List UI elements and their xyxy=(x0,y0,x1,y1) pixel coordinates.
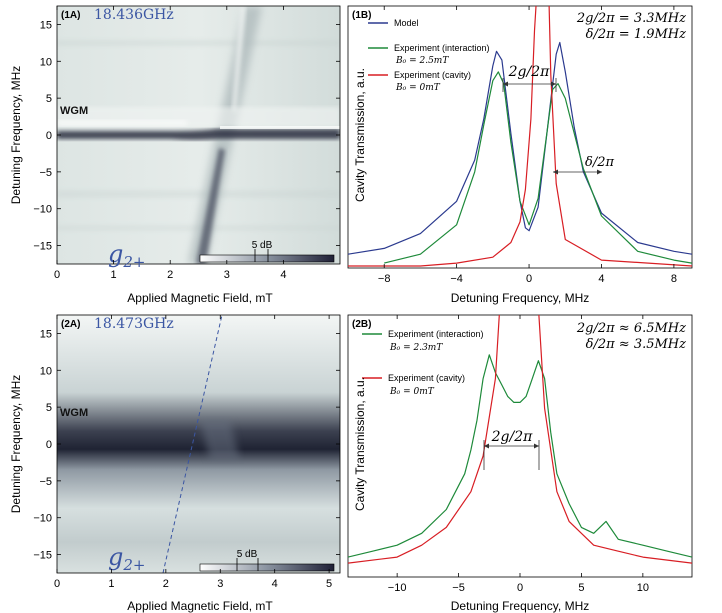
y-tick-label: 5 xyxy=(46,93,52,105)
x-axis-label-2B: Detuning Frequency, MHz xyxy=(451,599,590,613)
x-tick-label: 4 xyxy=(280,269,286,281)
y-axis-label-1B: Cavity Transmission, a.u. xyxy=(353,68,367,202)
series-line xyxy=(384,71,692,264)
y-axis-label-2B: Cavity Transmission, a.u. xyxy=(353,377,367,511)
x-axis-label-1B: Detuning Frequency, MHz xyxy=(451,291,590,305)
x-axis-label-1A: Applied Magnetic Field, mT xyxy=(127,291,273,305)
frequency-label-1A: 18.436GHz xyxy=(94,7,174,23)
x-tick-label: −8 xyxy=(378,273,391,285)
x-tick-label: 0 xyxy=(526,273,532,285)
series-line xyxy=(348,41,692,255)
heatmap-1A xyxy=(57,6,340,264)
x-tick-label: 1 xyxy=(111,269,117,281)
y-tick-label: −10 xyxy=(33,204,52,216)
heatmap-2A xyxy=(57,315,340,573)
y-tick-label: 10 xyxy=(40,56,52,68)
y-tick-label: −15 xyxy=(33,550,52,562)
axes-2B: −10 −5 0 5 10 xyxy=(388,315,649,594)
series-line xyxy=(348,315,692,564)
legend-sub-interaction: B₀ = 2.5mT xyxy=(395,56,449,66)
y-tick-label: −5 xyxy=(39,476,52,488)
legend-label-cavity-2B: Experiment (cavity) xyxy=(388,373,465,383)
y-axis-label-1A: Detuning Frequency, MHz xyxy=(9,66,23,205)
series-line xyxy=(348,6,692,267)
colorbar-label-1A: 5 dB xyxy=(252,240,273,251)
x-tick-label: 1 xyxy=(108,578,114,590)
gap-label-2B: 2g/2π xyxy=(491,429,533,445)
plot-area-1B xyxy=(348,6,692,267)
x-tick-label: 10 xyxy=(637,582,649,594)
y-axis-label-2A: Detuning Frequency, MHz xyxy=(9,375,23,514)
x-tick-label: 2 xyxy=(163,578,169,590)
x-tick-label: −4 xyxy=(450,273,463,285)
panel-2A: (2A) 18.473GHz WGM g2+ 5 dB 0 1 2 3 4 5 −15 −10… xyxy=(9,314,341,613)
x-tick-label: 3 xyxy=(224,269,230,281)
wgm-label-2A: WGM xyxy=(60,407,88,419)
gap-label-1B: 2g/2π xyxy=(508,64,550,80)
y-tick-label: 10 xyxy=(40,365,52,377)
legend-label-interaction-2B: Experiment (interaction) xyxy=(388,329,484,339)
y-tick-label: 15 xyxy=(40,328,52,340)
magnon-dispersion-line-2A xyxy=(162,314,223,574)
frequency-label-2A: 18.473GHz xyxy=(94,316,174,332)
x-tick-label: −5 xyxy=(452,582,465,594)
colorbar-label-2A: 5 dB xyxy=(237,549,258,560)
axes-1B: −8 −4 0 4 8 xyxy=(378,6,677,285)
axes-2A: 0 1 2 3 4 5 −15 −10 −5 0 5 10 15 xyxy=(33,315,340,590)
plot-area-2B xyxy=(348,315,692,564)
legend-2B: Experiment (interaction) B₀ = 2.3mT Expe… xyxy=(362,329,484,397)
panel-tag-1B: (1B) xyxy=(352,10,371,21)
panel-2B: (2B) Experiment (interaction) B₀ = 2.3mT… xyxy=(347,314,693,613)
x-tick-label: 0 xyxy=(517,582,523,594)
series-line xyxy=(348,354,692,558)
legend-1B: Model Experiment (interaction) B₀ = 2.5m… xyxy=(368,18,490,93)
x-tick-label: 3 xyxy=(217,578,223,590)
x-tick-label: 4 xyxy=(598,273,604,285)
x-tick-label: −10 xyxy=(388,582,407,594)
legend-label-model: Model xyxy=(394,18,419,28)
annotation-coupling-2B: 2g/2π ≈ 6.5MHz xyxy=(576,321,686,336)
x-tick-label: 4 xyxy=(272,578,278,590)
legend-label-cavity: Experiment (cavity) xyxy=(394,70,471,80)
y-tick-label: −5 xyxy=(39,167,52,179)
x-tick-label: 2 xyxy=(167,269,173,281)
wgm-label-1A: WGM xyxy=(60,105,88,117)
colorbar-2A xyxy=(199,563,335,572)
legend-sub-cavity: B₀ = 0mT xyxy=(395,83,441,93)
legend-sub-cavity-2B: B₀ = 0mT xyxy=(389,387,435,397)
y-tick-label: −15 xyxy=(33,241,52,253)
axes-1A: 0 1 2 3 4 −15 −10 −5 0 5 10 15 xyxy=(33,6,340,281)
panel-tag-1A: (1A) xyxy=(61,10,80,21)
x-tick-label: 0 xyxy=(54,269,60,281)
x-tick-label: 8 xyxy=(671,273,677,285)
y-tick-label: 0 xyxy=(46,130,52,142)
mode-label-1A: g2+ xyxy=(108,240,146,271)
y-tick-label: 15 xyxy=(40,19,52,31)
panel-1B: (1B) Model Experiment (interaction) B₀ =… xyxy=(347,5,693,305)
y-tick-label: −10 xyxy=(33,513,52,525)
mode-label-2A: g2+ xyxy=(108,543,146,574)
x-axis-label-2A: Applied Magnetic Field, mT xyxy=(127,599,273,613)
x-tick-label: 5 xyxy=(326,578,332,590)
y-tick-label: 0 xyxy=(46,439,52,451)
x-tick-label: 5 xyxy=(578,582,584,594)
panel-tag-2A: (2A) xyxy=(61,319,80,330)
x-tick-label: 0 xyxy=(54,578,60,590)
legend-label-interaction: Experiment (interaction) xyxy=(394,43,490,53)
y-tick-label: 5 xyxy=(46,402,52,414)
annotation-delta-2B: δ/2π ≈ 3.5MHz xyxy=(586,337,687,352)
panel-1A: (1A) 18.436GHz WGM g2+ 5 dB 0 1 2 3 4 −15 −10 −… xyxy=(9,5,341,305)
annotation-coupling-1B: 2g/2π = 3.3MHz xyxy=(576,11,686,26)
legend-sub-interaction-2B: B₀ = 2.3mT xyxy=(389,343,443,353)
annotation-delta-1B: δ/2π = 1.9MHz xyxy=(586,27,687,42)
panel-tag-2B: (2B) xyxy=(352,319,371,330)
delta-label-1B: δ/2π xyxy=(585,155,614,170)
colorbar-1A xyxy=(199,254,335,263)
